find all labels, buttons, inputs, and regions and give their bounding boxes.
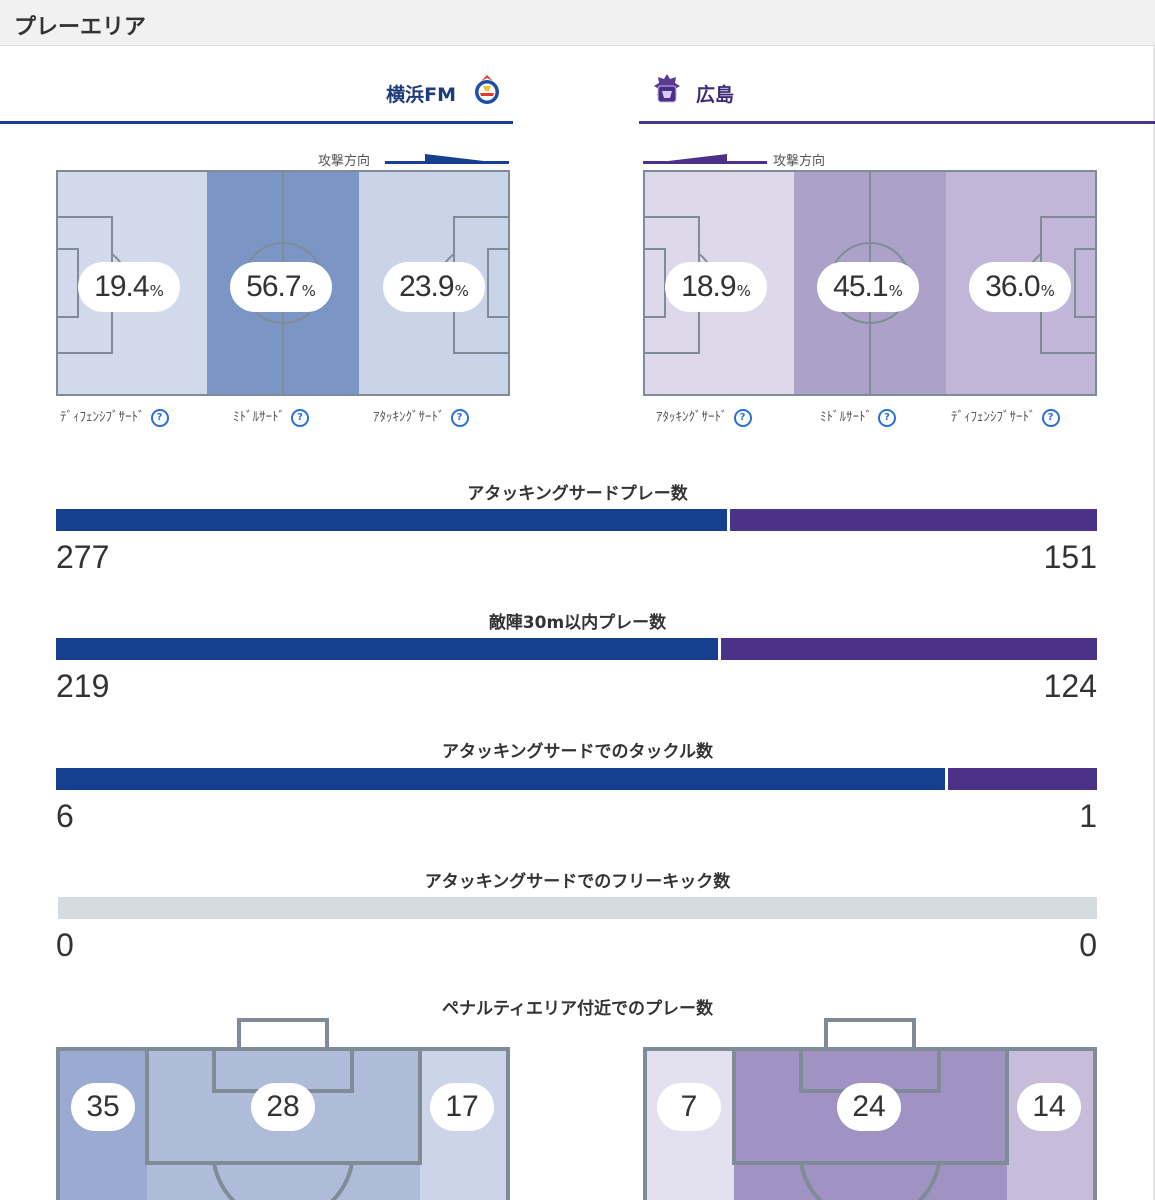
stat-attacking-third-freekicks-empty-bar bbox=[58, 897, 1097, 919]
team-away-underline bbox=[639, 121, 1155, 124]
penalty-area-title: ペナルティエリア付近でのプレー数 bbox=[442, 999, 713, 1019]
section-title: プレーエリア bbox=[14, 15, 147, 40]
home-penalty-center-value: 28 bbox=[251, 1083, 315, 1131]
home-penalty-left-value: 35 bbox=[71, 1083, 135, 1131]
stat-attacking-third-tackles-away-value: 1 bbox=[1079, 798, 1097, 834]
team-home-header: 横浜FM bbox=[0, 70, 513, 124]
stat-attacking-third-freekicks-home-value: 0 bbox=[56, 927, 74, 963]
stat-attacking-third-freekicks-title: アタッキングサードでのフリーキック数 bbox=[424, 872, 731, 892]
home-attack-direction: 攻撃方向 bbox=[318, 150, 513, 169]
stat-final-30m-plays-away-value: 124 bbox=[1043, 668, 1097, 704]
section-header: プレーエリア bbox=[0, 0, 1155, 46]
team-away-name: 広島 bbox=[696, 84, 735, 106]
scrollbar-track[interactable] bbox=[1153, 46, 1155, 1200]
stat-attacking-third-plays-home-bar bbox=[56, 509, 727, 531]
help-icon[interactable]: ? bbox=[733, 408, 752, 427]
home-defensive-third-value: 19.4% bbox=[78, 262, 180, 312]
stat-attacking-third-tackles-title: アタッキングサードでのタックル数 bbox=[442, 742, 713, 762]
away-attacking-third-label: ｱﾀｯｷﾝｸﾞｻｰﾄﾞ? bbox=[656, 406, 752, 427]
stat-final-30m-plays-home-value: 219 bbox=[56, 668, 110, 704]
hiroshima-crest-icon bbox=[654, 74, 680, 103]
away-defensive-third-label: ﾃﾞｨﾌｪﾝｼﾌﾞｻｰﾄﾞ? bbox=[951, 406, 1060, 427]
away-attack-direction: 攻撃方向 bbox=[643, 150, 843, 169]
home-middle-third-label: ﾐﾄﾞﾙｻｰﾄﾞ? bbox=[233, 406, 309, 427]
arrow-left-icon bbox=[643, 154, 767, 164]
stat-attacking-third-tackles-home-bar bbox=[56, 768, 945, 790]
home-penalty-right-value: 17 bbox=[430, 1083, 494, 1131]
home-direction-label: 攻撃方向 bbox=[318, 154, 371, 169]
away-middle-third-label: ﾐﾄﾞﾙｻｰﾄﾞ? bbox=[820, 406, 896, 427]
help-icon[interactable]: ? bbox=[878, 408, 896, 427]
away-penalty-center-value: 24 bbox=[837, 1083, 901, 1131]
stat-attacking-third-plays-title: アタッキングサードプレー数 bbox=[467, 484, 688, 504]
team-home-underline bbox=[0, 121, 513, 124]
help-icon[interactable]: ? bbox=[291, 408, 309, 427]
stat-final-30m-plays-home-bar bbox=[56, 638, 718, 660]
away-penalty-right-value: 14 bbox=[1017, 1083, 1081, 1131]
home-defensive-third-label: ﾃﾞｨﾌｪﾝｼﾌﾞｻｰﾄﾞ? bbox=[60, 406, 169, 427]
home-attacking-third-value: 23.9% bbox=[383, 262, 485, 312]
stat-attacking-third-plays-home-value: 277 bbox=[56, 539, 110, 575]
away-middle-third-value: 45.1% bbox=[817, 262, 919, 312]
stat-attacking-third-tackles-home-value: 6 bbox=[56, 798, 74, 834]
away-defensive-third-value: 36.0% bbox=[969, 262, 1071, 312]
team-home-name: 横浜FM bbox=[386, 84, 456, 106]
away-attacking-third-value: 18.9% bbox=[665, 262, 767, 312]
stat-attacking-third-plays-away-bar bbox=[730, 509, 1097, 531]
home-middle-third-value: 56.7% bbox=[230, 262, 332, 312]
stat-attacking-third-plays-away-value: 151 bbox=[1043, 539, 1097, 575]
team-away-header: 広島 bbox=[639, 70, 1155, 124]
stat-final-30m-plays-title: 敵陣30m以内プレー数 bbox=[488, 613, 667, 633]
help-icon[interactable]: ? bbox=[450, 408, 469, 427]
help-icon[interactable]: ? bbox=[150, 408, 169, 427]
stat-attacking-third-freekicks-away-value: 0 bbox=[1079, 927, 1097, 963]
stat-attacking-third-tackles-away-bar bbox=[948, 768, 1097, 790]
stat-final-30m-plays-away-bar bbox=[721, 638, 1097, 660]
away-penalty-left-value: 7 bbox=[657, 1083, 721, 1131]
home-attacking-third-label: ｱﾀｯｷﾝｸﾞｻｰﾄﾞ? bbox=[373, 406, 469, 427]
arrow-right-icon bbox=[385, 154, 509, 164]
yokohama-fm-crest-icon bbox=[475, 75, 499, 104]
help-icon[interactable]: ? bbox=[1041, 408, 1060, 427]
away-direction-label: 攻撃方向 bbox=[773, 154, 826, 169]
